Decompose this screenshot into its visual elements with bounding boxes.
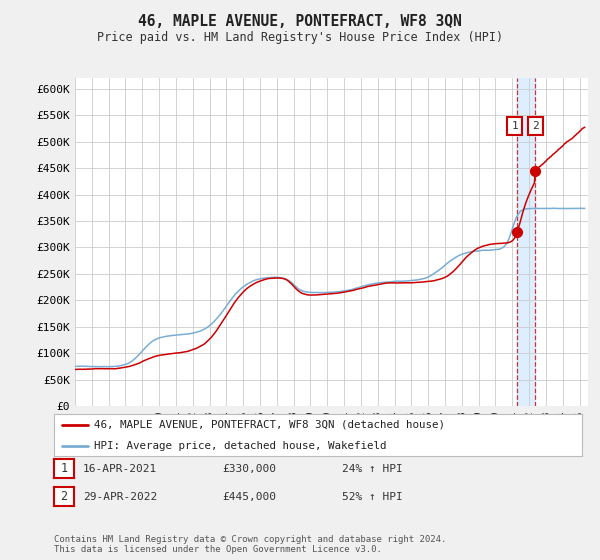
Text: 2: 2 xyxy=(532,121,539,131)
Text: 46, MAPLE AVENUE, PONTEFRACT, WF8 3QN: 46, MAPLE AVENUE, PONTEFRACT, WF8 3QN xyxy=(138,14,462,29)
Bar xyxy=(517,78,535,406)
Text: 16-APR-2021: 16-APR-2021 xyxy=(83,464,157,474)
Text: 24% ↑ HPI: 24% ↑ HPI xyxy=(342,464,403,474)
Text: Contains HM Land Registry data © Crown copyright and database right 2024.
This d: Contains HM Land Registry data © Crown c… xyxy=(54,535,446,554)
Text: 2: 2 xyxy=(61,490,67,503)
Text: 1: 1 xyxy=(61,462,67,475)
Text: HPI: Average price, detached house, Wakefield: HPI: Average price, detached house, Wake… xyxy=(94,441,386,451)
Text: £445,000: £445,000 xyxy=(222,492,276,502)
Text: 1: 1 xyxy=(511,121,518,131)
Text: £330,000: £330,000 xyxy=(222,464,276,474)
Text: 52% ↑ HPI: 52% ↑ HPI xyxy=(342,492,403,502)
Text: Price paid vs. HM Land Registry's House Price Index (HPI): Price paid vs. HM Land Registry's House … xyxy=(97,31,503,44)
Text: 29-APR-2022: 29-APR-2022 xyxy=(83,492,157,502)
Text: 46, MAPLE AVENUE, PONTEFRACT, WF8 3QN (detached house): 46, MAPLE AVENUE, PONTEFRACT, WF8 3QN (d… xyxy=(94,420,445,430)
